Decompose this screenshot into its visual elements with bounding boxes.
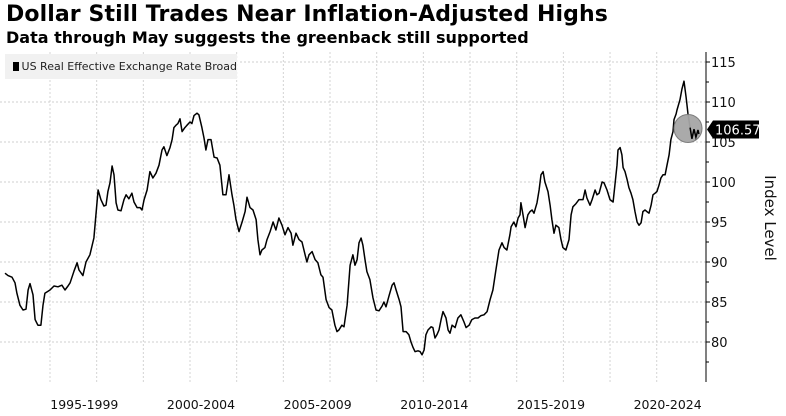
- chart-title: Dollar Still Trades Near Inflation-Adjus…: [6, 2, 608, 27]
- y-tick-label: 110: [711, 96, 736, 111]
- y-tick-label: 115: [711, 56, 736, 71]
- series-line: [4, 80, 700, 356]
- last-value-line-segment: [689, 127, 700, 141]
- y-axis-label: Index Level: [761, 175, 779, 261]
- x-tick-label: 1995-1999: [50, 397, 118, 412]
- y-tick-label: 85: [711, 296, 728, 311]
- vertical-gridlines: [49, 52, 658, 382]
- y-tick-label: 100: [711, 176, 736, 191]
- last-value-label-text: 106.57: [715, 123, 761, 138]
- chart-subtitle: Data through May suggests the greenback …: [6, 28, 529, 47]
- y-tick-label: 105: [711, 136, 736, 151]
- legend: US Real Effective Exchange Rate Broad: [5, 54, 237, 79]
- x-tick-label: 2000-2004: [167, 397, 235, 412]
- legend-entry: US Real Effective Exchange Rate Broad: [21, 60, 237, 73]
- y-ticks: 115 110 105 100 95 90 85 80: [706, 56, 736, 363]
- x-tick-label: 2010-2014: [400, 397, 468, 412]
- horizontal-gridlines: [0, 61, 706, 343]
- last-value-label-background: [707, 120, 759, 139]
- x-tick-label: 2015-2019: [517, 397, 585, 412]
- last-value-highlight-circle: [673, 113, 703, 143]
- last-value-label: 106.57: [707, 120, 761, 139]
- y-tick-label: 80: [711, 336, 728, 351]
- y-tick-label: 90: [711, 256, 728, 271]
- x-tick-label: 2005-2009: [284, 397, 352, 412]
- y-tick-label: 95: [711, 216, 728, 231]
- legend-swatch-icon: [13, 62, 19, 71]
- x-ticks: 1995-1999 2000-2004 2005-2009 2010-2014 2015…: [50, 397, 702, 412]
- x-tick-label: 2020-2024: [634, 397, 702, 412]
